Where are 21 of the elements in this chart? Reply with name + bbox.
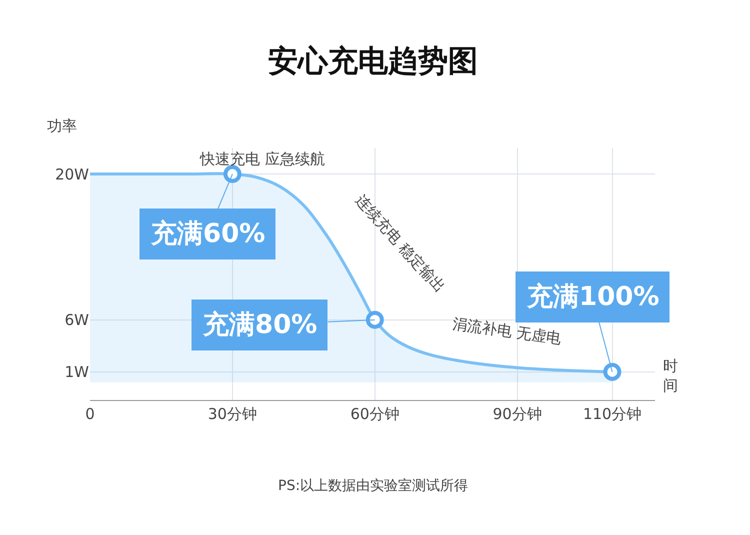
annotation: 充满60% (150, 219, 266, 249)
x-tick-label: 30分钟 (208, 405, 257, 423)
annotation: 充满80% (202, 310, 318, 340)
x-tick-label: 60分钟 (350, 405, 400, 423)
point (366, 310, 384, 329)
text: PS:以上数据由实验室测试所得 (278, 478, 468, 494)
x-tick-label: 90分钟 (492, 405, 542, 423)
y-tick-label: 6W (64, 311, 90, 330)
x-tick-label: 0 (85, 405, 95, 423)
annotation: 连续充电 稳定输出 (352, 191, 449, 296)
chart-title: 安心充电趋势图 (268, 44, 478, 79)
point (223, 165, 242, 184)
y-tick-label: 1W (64, 363, 90, 382)
y-tick-label: 20W (55, 165, 90, 184)
annotation: 充满100% (526, 282, 660, 312)
annotation: 涓流补电 无虚电 (451, 314, 562, 348)
point (603, 362, 622, 381)
x-axis-title: 时间 (663, 357, 678, 394)
annotation: 快速充电 应急续航 (199, 150, 325, 168)
y-axis-title: 功率 (47, 117, 77, 135)
x-tick-label: 110分钟 (582, 405, 642, 423)
